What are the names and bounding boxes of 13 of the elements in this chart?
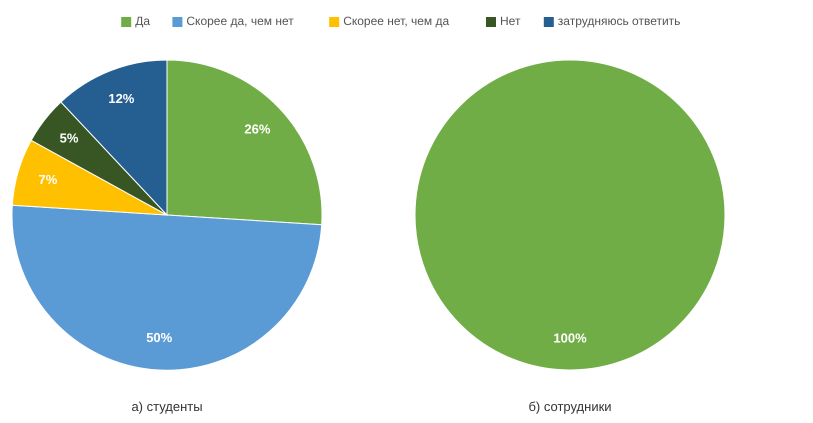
data-label: 12% [108,91,135,106]
legend-label: Скорее нет, чем да [343,14,450,28]
data-label: 26% [244,122,271,137]
legend-label: Нет [500,14,521,28]
text: а) студенты [131,399,203,414]
legend-label: Скорее да, чем нет [186,14,294,28]
data-label: 5% [60,130,79,146]
legend-label: затрудняюсь ответить [558,14,680,28]
data-label: 100% [553,330,588,346]
legend-label: Да [135,14,150,28]
text: б) сотрудники [528,399,612,414]
data-label: 7% [38,172,58,187]
data-label: 50% [146,330,173,346]
